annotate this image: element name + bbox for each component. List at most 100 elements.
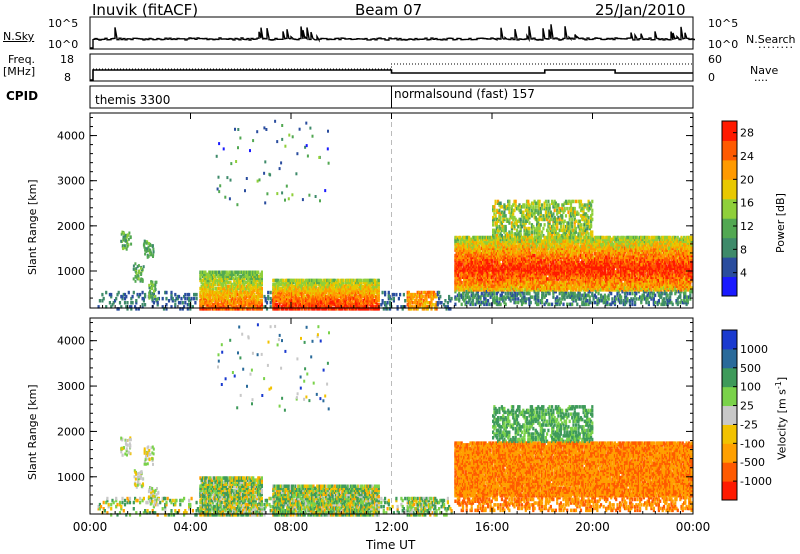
data-cell: [284, 299, 287, 303]
data-cell: [287, 280, 290, 285]
data-cell: [186, 307, 189, 311]
data-cell: [328, 288, 331, 293]
data-cell: [275, 278, 279, 283]
data-cell: [263, 294, 266, 299]
data-cell: [275, 290, 279, 295]
data-cell: [135, 301, 138, 305]
data-cell: [199, 299, 202, 303]
data-cell: [221, 296, 225, 301]
data-cell: [228, 270, 231, 274]
data-cell: [342, 296, 345, 301]
data-cell: [302, 303, 305, 307]
data-cell: [539, 234, 542, 238]
data-cell: [221, 276, 225, 281]
data-cell: [340, 307, 343, 311]
data-cell: [296, 282, 299, 287]
data-cell: [371, 307, 374, 311]
data-cell: [238, 276, 241, 281]
data-cell: [368, 296, 372, 301]
data-cell: [137, 277, 140, 281]
data-cell: [296, 280, 299, 285]
data-cell: [415, 299, 418, 303]
data-cell: [341, 290, 344, 295]
data-cell: [209, 290, 212, 295]
data-cell: [274, 303, 277, 307]
data-cell: [134, 305, 137, 309]
data-cell: [253, 299, 256, 303]
data-cell: [351, 290, 354, 295]
data-cell: [342, 301, 345, 305]
data-cell: [214, 290, 217, 295]
data-cell: [299, 303, 302, 307]
data-cell: [216, 290, 220, 295]
data-cell: [541, 300, 544, 305]
data-cell: [149, 295, 152, 299]
data-cell: [203, 284, 206, 289]
data-cell: [221, 274, 225, 279]
data-cell: [350, 305, 353, 309]
data-cell: [282, 290, 285, 295]
data-cell: [243, 292, 246, 297]
data-cell: [299, 288, 302, 293]
data-cell: [225, 292, 228, 297]
data-cell: [234, 305, 237, 309]
data-cell: [171, 296, 174, 301]
data-cell: [237, 272, 240, 277]
data-cell: [248, 276, 251, 281]
data-cell: [340, 286, 343, 291]
data-cell: [140, 266, 143, 270]
data-cell: [317, 290, 320, 295]
data-cell: [204, 274, 207, 279]
data-cell: [243, 303, 246, 307]
data-cell: [203, 307, 206, 311]
data-cell: [145, 241, 148, 245]
data-cell: [235, 276, 238, 281]
data-cell: [211, 286, 215, 291]
data-cell: [249, 278, 252, 283]
data-cell: [247, 294, 250, 299]
data-cell: [363, 294, 367, 299]
data-cell: [277, 299, 280, 303]
data-cell: [431, 303, 434, 307]
data-cell: [223, 294, 226, 299]
data-cell: [254, 307, 257, 311]
data-cell: [360, 282, 363, 287]
data-cell: [277, 292, 280, 297]
data-cell: [214, 292, 217, 297]
data-cell: [363, 278, 367, 283]
data-cell: [232, 276, 235, 281]
data-cell: [238, 299, 241, 303]
data-cell: [242, 270, 245, 274]
data-cell: [328, 290, 331, 295]
data-cell: [253, 270, 256, 274]
data-cell: [214, 274, 217, 279]
data-cell: [386, 307, 389, 311]
data-cell: [458, 297, 461, 301]
data-cell: [235, 288, 238, 293]
data-cell: [328, 278, 331, 283]
data-cell: [307, 288, 310, 293]
data-cell: [218, 280, 221, 285]
data-cell: [219, 296, 222, 301]
data-cell: [264, 296, 267, 301]
data-cell: [396, 305, 399, 309]
data-cell: [242, 272, 245, 277]
data-cell: [245, 294, 248, 299]
data-cell: [274, 299, 277, 303]
data-cell: [316, 305, 319, 309]
data-cell: [340, 292, 343, 297]
data-cell: [494, 199, 497, 204]
data-cell: [284, 286, 287, 291]
data-cell: [346, 292, 349, 297]
data-cell: [299, 280, 302, 285]
data-cell: [132, 267, 135, 271]
data-cell: [341, 307, 344, 311]
data-cell: [108, 301, 111, 305]
data-cell: [125, 305, 128, 309]
data-cell: [254, 299, 257, 303]
data-cell: [328, 301, 331, 305]
data-cell: [215, 270, 218, 274]
data-cell: [255, 288, 258, 293]
data-cell: [238, 290, 241, 295]
data-cell: [323, 284, 326, 289]
